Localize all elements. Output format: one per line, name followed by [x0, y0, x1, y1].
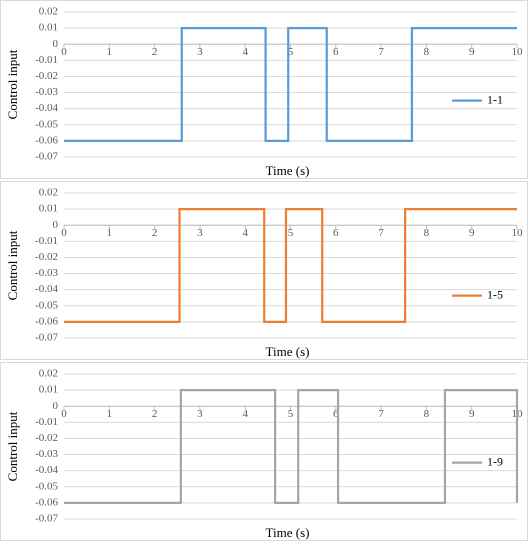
y-tick-label: -0.05: [35, 299, 58, 311]
y-tick-label: -0.07: [35, 332, 58, 344]
x-tick-label: 4: [242, 46, 248, 58]
x-tick-label: 9: [469, 227, 475, 239]
y-tick-label: -0.02: [35, 70, 58, 82]
x-tick-label: 4: [242, 227, 248, 239]
x-tick-label: 2: [152, 408, 158, 420]
x-axis-title: Time (s): [266, 525, 310, 540]
y-axis-title: Control input: [5, 411, 20, 481]
x-tick-label: 0: [61, 227, 67, 239]
y-tick-label: 0.02: [39, 6, 58, 18]
y-tick-label: -0.06: [35, 315, 58, 327]
x-tick-label: 10: [512, 227, 524, 239]
x-tick-label: 6: [333, 46, 339, 58]
y-tick-label: 0.01: [39, 22, 58, 34]
x-tick-label: 2: [152, 46, 158, 58]
chart-panel: 0.020.010-0.01-0.02-0.03-0.04-0.05-0.06-…: [0, 0, 528, 179]
y-tick-label: -0.04: [35, 464, 58, 476]
chart-panel: 0.020.010-0.01-0.02-0.03-0.04-0.05-0.06-…: [0, 362, 528, 541]
x-tick-label: 1: [107, 227, 113, 239]
x-tick-label: 1: [107, 408, 113, 420]
x-tick-label: 0: [61, 408, 67, 420]
panel-border: [0, 0, 528, 179]
y-tick-label: -0.03: [35, 448, 58, 460]
x-tick-label: 5: [288, 227, 294, 239]
y-tick-label: -0.05: [35, 480, 58, 492]
x-tick-label: 5: [288, 46, 294, 58]
y-tick-label: 0: [53, 219, 59, 231]
y-tick-label: 0: [53, 38, 59, 50]
y-tick-label: -0.01: [35, 54, 58, 66]
chart-panel: 0.020.010-0.01-0.02-0.03-0.04-0.05-0.06-…: [0, 181, 528, 360]
x-tick-label: 3: [197, 227, 203, 239]
series-line: [64, 208, 517, 323]
y-tick-label: 0.01: [39, 384, 58, 396]
y-tick-label: -0.02: [35, 251, 58, 263]
y-tick-label: 0.02: [39, 368, 58, 380]
x-tick-label: 4: [242, 408, 248, 420]
x-tick-label: 6: [333, 408, 339, 420]
panel-border: [0, 362, 528, 541]
y-tick-label: -0.07: [35, 513, 58, 525]
y-tick-label: -0.04: [35, 102, 58, 114]
legend-label: 1-1: [487, 92, 503, 106]
y-tick-label: 0: [53, 400, 59, 412]
x-tick-label: 7: [378, 227, 384, 239]
y-axis-title: Control input: [5, 230, 20, 300]
y-tick-label: -0.02: [35, 432, 58, 444]
x-tick-label: 3: [197, 46, 203, 58]
x-tick-label: 8: [424, 408, 430, 420]
x-tick-label: 8: [424, 227, 430, 239]
y-tick-label: -0.06: [35, 496, 58, 508]
x-tick-label: 0: [61, 46, 67, 58]
x-tick-label: 3: [197, 408, 203, 420]
y-tick-label: -0.01: [35, 416, 58, 428]
x-tick-label: 8: [424, 46, 430, 58]
x-axis-title: Time (s): [266, 344, 310, 359]
y-axis-title: Control input: [5, 49, 20, 119]
x-tick-label: 7: [378, 46, 384, 58]
legend-label: 1-5: [487, 287, 503, 301]
y-tick-label: 0.01: [39, 203, 58, 215]
y-tick-label: -0.03: [35, 267, 58, 279]
x-tick-label: 2: [152, 227, 158, 239]
y-tick-label: -0.07: [35, 151, 58, 163]
x-tick-label: 5: [288, 408, 294, 420]
legend-label: 1-9: [487, 454, 503, 468]
y-tick-label: -0.03: [35, 86, 58, 98]
x-tick-label: 9: [469, 408, 475, 420]
y-tick-label: -0.06: [35, 134, 58, 146]
y-tick-label: -0.01: [35, 235, 58, 247]
x-tick-label: 1: [107, 46, 113, 58]
series-line: [64, 389, 519, 504]
y-tick-label: 0.02: [39, 187, 58, 199]
x-axis-title: Time (s): [266, 163, 310, 178]
series-line: [64, 27, 517, 142]
y-tick-label: -0.05: [35, 118, 58, 130]
y-tick-label: -0.04: [35, 283, 58, 295]
x-tick-label: 10: [512, 46, 524, 58]
x-tick-label: 9: [469, 46, 475, 58]
x-tick-label: 6: [333, 227, 339, 239]
x-tick-label: 7: [378, 408, 384, 420]
